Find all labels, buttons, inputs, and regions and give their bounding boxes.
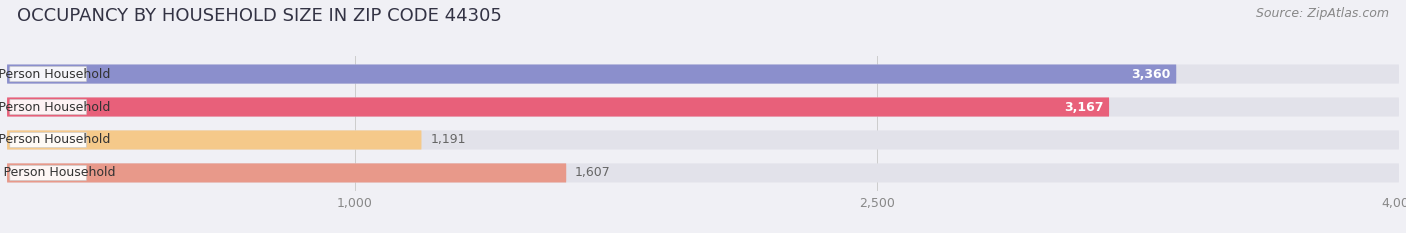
Text: 3-Person Household: 3-Person Household bbox=[0, 134, 110, 147]
FancyBboxPatch shape bbox=[7, 97, 1399, 116]
Text: 3,167: 3,167 bbox=[1064, 100, 1104, 113]
FancyBboxPatch shape bbox=[10, 165, 86, 180]
Text: 1,607: 1,607 bbox=[575, 166, 610, 179]
Text: 4+ Person Household: 4+ Person Household bbox=[0, 166, 115, 179]
FancyBboxPatch shape bbox=[7, 97, 1109, 116]
Text: 1-Person Household: 1-Person Household bbox=[0, 68, 110, 81]
FancyBboxPatch shape bbox=[10, 99, 86, 114]
FancyBboxPatch shape bbox=[7, 163, 1399, 182]
Text: 2-Person Household: 2-Person Household bbox=[0, 100, 110, 113]
FancyBboxPatch shape bbox=[7, 65, 1399, 84]
Text: 1,191: 1,191 bbox=[430, 134, 465, 147]
Text: OCCUPANCY BY HOUSEHOLD SIZE IN ZIP CODE 44305: OCCUPANCY BY HOUSEHOLD SIZE IN ZIP CODE … bbox=[17, 7, 502, 25]
FancyBboxPatch shape bbox=[7, 163, 567, 182]
FancyBboxPatch shape bbox=[7, 65, 1177, 84]
Text: Source: ZipAtlas.com: Source: ZipAtlas.com bbox=[1256, 7, 1389, 20]
FancyBboxPatch shape bbox=[7, 130, 1399, 150]
Text: 3,360: 3,360 bbox=[1132, 68, 1171, 81]
FancyBboxPatch shape bbox=[10, 67, 86, 82]
FancyBboxPatch shape bbox=[7, 130, 422, 150]
FancyBboxPatch shape bbox=[10, 133, 86, 147]
